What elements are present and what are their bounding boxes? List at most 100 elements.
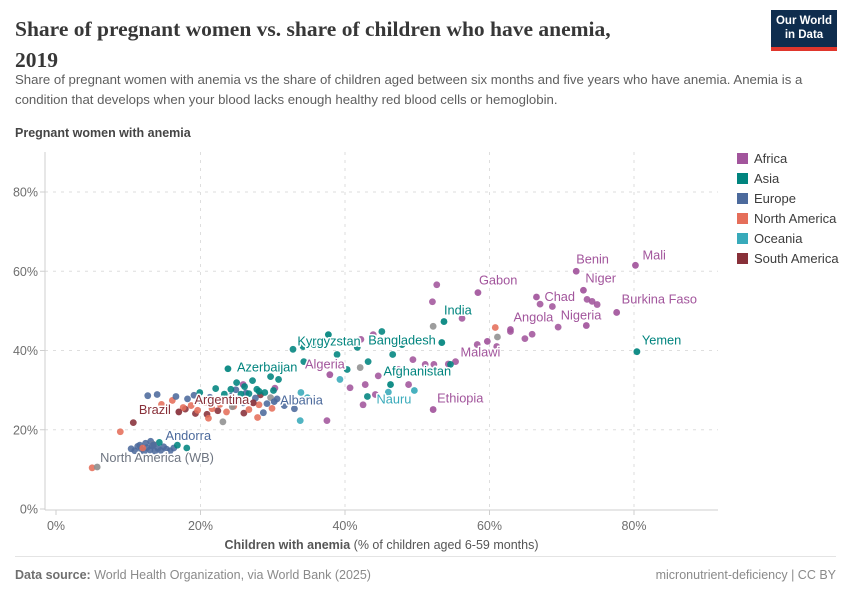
point-malawi[interactable]	[483, 337, 491, 345]
data-point[interactable]	[398, 341, 406, 348]
data-point[interactable]	[232, 386, 240, 394]
data-point[interactable]	[254, 414, 261, 421]
data-point[interactable]	[374, 372, 382, 380]
data-point[interactable]	[228, 403, 236, 411]
data-point[interactable]	[218, 395, 225, 403]
data-point[interactable]	[378, 328, 386, 335]
legend-item-europe[interactable]: Europe	[737, 191, 839, 206]
data-point[interactable]	[554, 323, 562, 331]
data-point[interactable]	[220, 390, 228, 398]
data-point[interactable]	[205, 414, 212, 422]
data-point[interactable]	[429, 322, 437, 330]
data-point[interactable]	[433, 281, 441, 289]
data-point[interactable]	[588, 297, 596, 305]
data-point[interactable]	[430, 360, 438, 368]
data-point[interactable]	[88, 464, 96, 472]
data-point[interactable]	[452, 358, 459, 365]
legend-item-africa[interactable]: Africa	[737, 151, 839, 166]
data-point[interactable]	[357, 336, 365, 343]
data-point[interactable]	[491, 324, 499, 331]
data-point[interactable]	[291, 405, 298, 413]
data-point[interactable]	[261, 389, 269, 396]
data-point[interactable]	[212, 385, 220, 392]
data-point[interactable]	[194, 406, 202, 414]
data-point[interactable]	[333, 351, 341, 358]
point-angola[interactable]	[507, 326, 514, 333]
data-point[interactable]	[240, 409, 248, 417]
data-point[interactable]	[263, 400, 271, 407]
data-point[interactable]	[369, 331, 377, 339]
data-point[interactable]	[447, 360, 454, 368]
point-north-america-wb-[interactable]	[93, 463, 101, 471]
legend-item-south-america[interactable]: South America	[737, 251, 839, 266]
data-point[interactable]	[187, 402, 195, 409]
point-albania[interactable]	[270, 398, 278, 406]
data-point[interactable]	[270, 387, 277, 394]
point-yemen[interactable]	[633, 348, 641, 356]
point-nigeria[interactable]	[582, 322, 590, 329]
data-point[interactable]	[536, 300, 544, 308]
legend-item-oceania[interactable]: Oceania	[737, 231, 839, 246]
data-point[interactable]	[179, 404, 187, 411]
data-point[interactable]	[249, 377, 256, 385]
data-point[interactable]	[304, 394, 311, 402]
data-point[interactable]	[173, 441, 181, 449]
data-point[interactable]	[343, 366, 351, 373]
data-point[interactable]	[172, 393, 180, 400]
data-point[interactable]	[296, 417, 304, 425]
data-point[interactable]	[219, 418, 227, 426]
point-andorra[interactable]	[150, 441, 157, 449]
data-point[interactable]	[521, 335, 529, 343]
data-point[interactable]	[228, 392, 235, 400]
data-point[interactable]	[129, 419, 137, 427]
point-niger[interactable]	[580, 286, 587, 294]
data-point[interactable]	[353, 343, 361, 351]
data-point[interactable]	[280, 402, 288, 409]
data-point[interactable]	[267, 373, 274, 381]
data-point[interactable]	[405, 381, 412, 388]
data-point[interactable]	[144, 392, 152, 400]
data-point[interactable]	[300, 358, 308, 365]
data-point[interactable]	[239, 399, 247, 407]
data-point[interactable]	[237, 390, 245, 398]
data-point[interactable]	[190, 391, 198, 399]
data-point[interactable]	[323, 417, 331, 425]
point-bangladesh[interactable]	[438, 339, 446, 346]
point-nauru[interactable]	[410, 387, 418, 394]
data-point[interactable]	[458, 315, 466, 322]
point-gabon[interactable]	[474, 289, 482, 297]
point-algeria[interactable]	[326, 371, 334, 379]
point-kyrgyzstan[interactable]	[324, 331, 332, 339]
data-point[interactable]	[206, 393, 214, 401]
data-point[interactable]	[241, 383, 248, 390]
legend-item-north-america[interactable]: North America	[737, 211, 839, 226]
data-point[interactable]	[494, 333, 501, 341]
data-point[interactable]	[223, 408, 230, 416]
data-point[interactable]	[297, 389, 305, 396]
point-mali[interactable]	[632, 261, 639, 269]
data-point[interactable]	[548, 303, 556, 310]
owid-logo[interactable]: Our World in Data	[771, 10, 837, 51]
data-point[interactable]	[255, 401, 263, 409]
data-point[interactable]	[493, 343, 501, 350]
data-point[interactable]	[371, 391, 379, 398]
data-point[interactable]	[299, 343, 307, 350]
point-india[interactable]	[440, 318, 448, 325]
data-point[interactable]	[361, 381, 369, 388]
data-point[interactable]	[116, 428, 124, 436]
point-brazil[interactable]	[175, 408, 183, 416]
data-point[interactable]	[158, 400, 165, 408]
point-benin[interactable]	[572, 267, 580, 275]
data-point[interactable]	[336, 376, 344, 383]
data-point[interactable]	[233, 379, 241, 386]
data-point[interactable]	[227, 385, 235, 393]
data-point[interactable]	[259, 409, 267, 417]
data-point[interactable]	[253, 385, 261, 393]
data-point[interactable]	[268, 404, 276, 412]
data-point[interactable]	[196, 389, 204, 396]
point-afghanistan[interactable]	[387, 381, 394, 388]
point-burkina-faso[interactable]	[613, 309, 621, 316]
data-point[interactable]	[289, 345, 297, 353]
data-point[interactable]	[214, 407, 222, 415]
data-point[interactable]	[275, 376, 282, 383]
